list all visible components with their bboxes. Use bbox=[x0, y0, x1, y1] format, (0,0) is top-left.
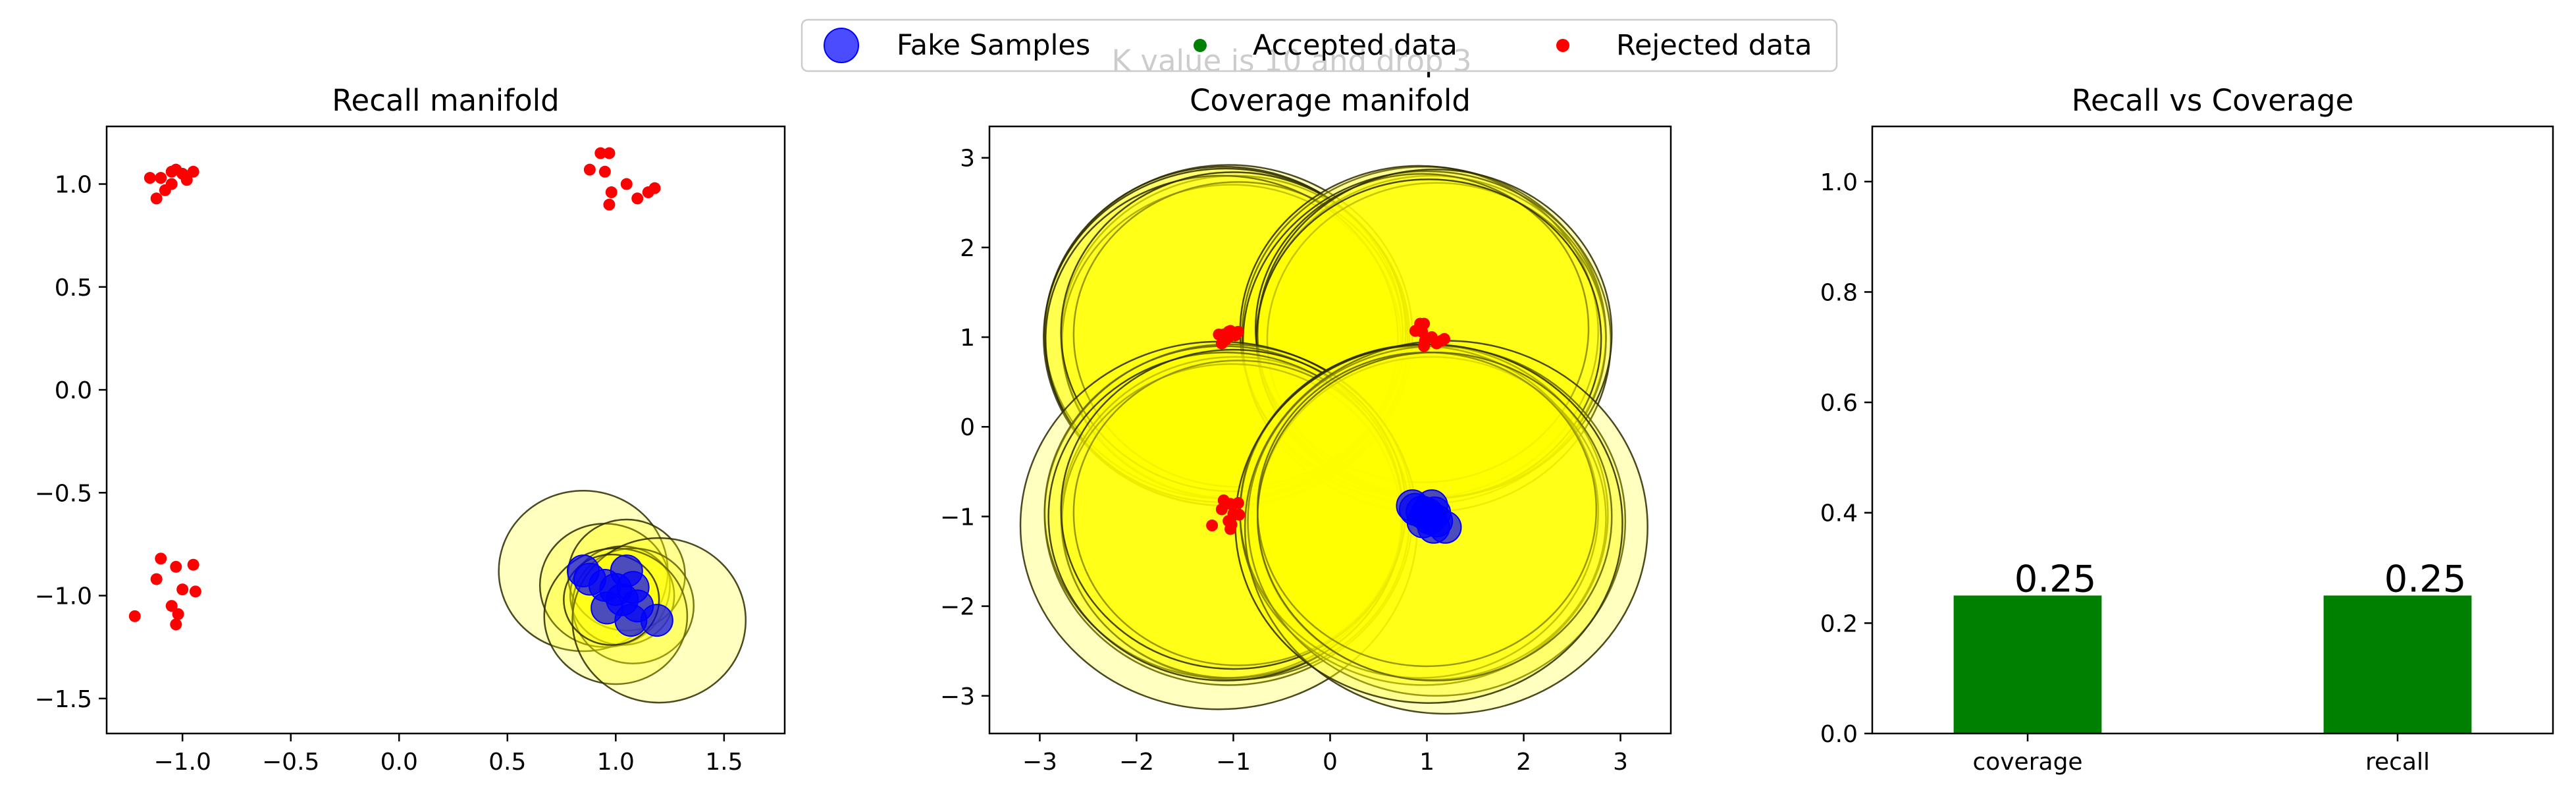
bar-recall bbox=[2323, 595, 2472, 733]
rejected-data-point bbox=[155, 172, 167, 184]
recall-manifold-title: Recall manifold bbox=[332, 83, 559, 118]
y-tick-label: 0.8 bbox=[1820, 279, 1858, 306]
rejected-data-point bbox=[170, 163, 182, 176]
legend-accepted-data-marker bbox=[1194, 39, 1207, 52]
rejected-data-point bbox=[170, 618, 182, 631]
rejected-data-point bbox=[165, 600, 178, 612]
coverage-manifold-panel: −3 −2 −1 0 1 2 3 −3 −2 −1 0 1 2 3 Coverage manifold bbox=[940, 83, 1672, 776]
rejected-data-point bbox=[176, 583, 189, 596]
rejected-data-point bbox=[155, 552, 167, 565]
x-tick-label: 1.0 bbox=[597, 749, 635, 776]
recall-vs-coverage-panel: 0.25 coverage 0.25 recall 0.0 0.2 0.4 0.6 0.8 1.0… bbox=[1820, 83, 2554, 776]
rejected-data-point bbox=[648, 182, 661, 194]
rejected-data-point bbox=[144, 172, 156, 184]
rejected-data-point bbox=[1233, 508, 1246, 521]
x-tick-label: 1.5 bbox=[705, 749, 743, 776]
y-tick-label: 2 bbox=[960, 235, 975, 262]
x-tick-label: 3 bbox=[1613, 749, 1628, 776]
y-tick-label: 1 bbox=[960, 325, 975, 352]
rejected-data-point bbox=[583, 163, 596, 176]
recall-manifold-frame bbox=[105, 125, 786, 735]
x-tick-label: −3 bbox=[1022, 749, 1057, 776]
rejected-data-point bbox=[605, 186, 618, 199]
legend-accepted-data-label: Accepted data bbox=[1253, 29, 1458, 62]
x-tick-label: −1 bbox=[1216, 749, 1251, 776]
x-tick-label: 1 bbox=[1419, 749, 1434, 776]
x-tick-label: 2 bbox=[1516, 749, 1531, 776]
bar-coverage bbox=[1953, 595, 2102, 733]
legend-rejected-data-label: Rejected data bbox=[1616, 29, 1812, 62]
rejected-data-point bbox=[603, 147, 616, 159]
y-tick-label: 0.2 bbox=[1820, 610, 1858, 637]
x-tick-label: 0.0 bbox=[381, 749, 418, 776]
x-tick-label: −0.5 bbox=[262, 749, 319, 776]
y-tick-label: 0.0 bbox=[55, 377, 92, 404]
recall-vs-coverage-title: Recall vs Coverage bbox=[2072, 83, 2354, 118]
rejected-data-point bbox=[150, 192, 163, 205]
recall-manifold-panel: −1.0 −0.5 0.0 0.5 1.0 1.5 −1.5 −1.0 −0.5 0.0 0.5 1.… bbox=[35, 83, 786, 776]
recall-vs-coverage-frame bbox=[1871, 125, 2554, 735]
rejected-data-point bbox=[1438, 333, 1450, 345]
rejected-data-point bbox=[631, 192, 644, 205]
legend-box bbox=[801, 18, 1838, 72]
legend-fake-samples-marker bbox=[824, 28, 859, 63]
y-tick-label: 0.6 bbox=[1820, 390, 1858, 417]
legend-rejected-data-marker bbox=[1556, 39, 1569, 52]
bar-value-label: 0.25 bbox=[2384, 558, 2467, 600]
y-tick-label: −1.0 bbox=[35, 583, 92, 610]
rejected-data-point bbox=[1213, 328, 1225, 340]
y-tick-label: −0.5 bbox=[35, 480, 92, 507]
rejected-data-point bbox=[603, 198, 616, 211]
rejected-data-point bbox=[128, 610, 141, 622]
y-tick-label: −1.5 bbox=[35, 686, 92, 713]
y-tick-label: 0.4 bbox=[1820, 500, 1858, 527]
rejected-data-point bbox=[1215, 503, 1228, 516]
y-tick-label: −2 bbox=[940, 594, 975, 621]
rejected-data-point bbox=[1224, 523, 1237, 535]
rejected-data-point bbox=[187, 165, 199, 178]
rejected-data-point bbox=[172, 608, 184, 620]
rejected-data-point bbox=[1232, 496, 1244, 509]
x-tick-label: 0.5 bbox=[488, 749, 526, 776]
fake-sample-point bbox=[640, 604, 673, 637]
y-tick-label: 1.0 bbox=[1820, 169, 1858, 196]
rejected-data-point bbox=[150, 573, 163, 585]
y-tick-label: 0.5 bbox=[55, 275, 92, 302]
y-tick-label: −3 bbox=[940, 683, 975, 710]
y-tick-label: 3 bbox=[960, 146, 975, 173]
bar-value-label: 0.25 bbox=[2014, 558, 2097, 600]
fake-sample-point bbox=[1429, 510, 1462, 544]
x-tick-label: −1.0 bbox=[153, 749, 211, 776]
rejected-data-point bbox=[1416, 325, 1429, 338]
figure-legend: Fake Samples Accepted data Rejected data bbox=[801, 18, 1838, 72]
legend-fake-samples-label: Fake Samples bbox=[897, 29, 1090, 62]
rejected-data-point bbox=[594, 147, 607, 159]
x-tick-label: −2 bbox=[1119, 749, 1154, 776]
rejected-data-point bbox=[187, 558, 199, 571]
rejected-data-point bbox=[165, 178, 178, 190]
rejected-data-point bbox=[180, 174, 193, 186]
y-tick-label: −1 bbox=[940, 504, 975, 531]
rejected-data-point bbox=[1418, 340, 1431, 352]
rejected-data-point bbox=[170, 560, 182, 573]
y-tick-label: 0 bbox=[960, 414, 975, 441]
x-tick-label: recall bbox=[2365, 749, 2430, 776]
x-tick-label: coverage bbox=[1972, 749, 2082, 776]
rejected-data-point bbox=[620, 178, 633, 190]
x-tick-label: 0 bbox=[1323, 749, 1338, 776]
coverage-manifold-title: Coverage manifold bbox=[1190, 83, 1471, 118]
rejected-data-point bbox=[1206, 520, 1219, 532]
rejected-data-point bbox=[1229, 329, 1242, 342]
rejected-data-point bbox=[598, 165, 611, 178]
rejected-data-point bbox=[189, 585, 201, 598]
y-tick-label: 1.0 bbox=[55, 172, 92, 199]
y-tick-label: 0.0 bbox=[1820, 721, 1858, 748]
